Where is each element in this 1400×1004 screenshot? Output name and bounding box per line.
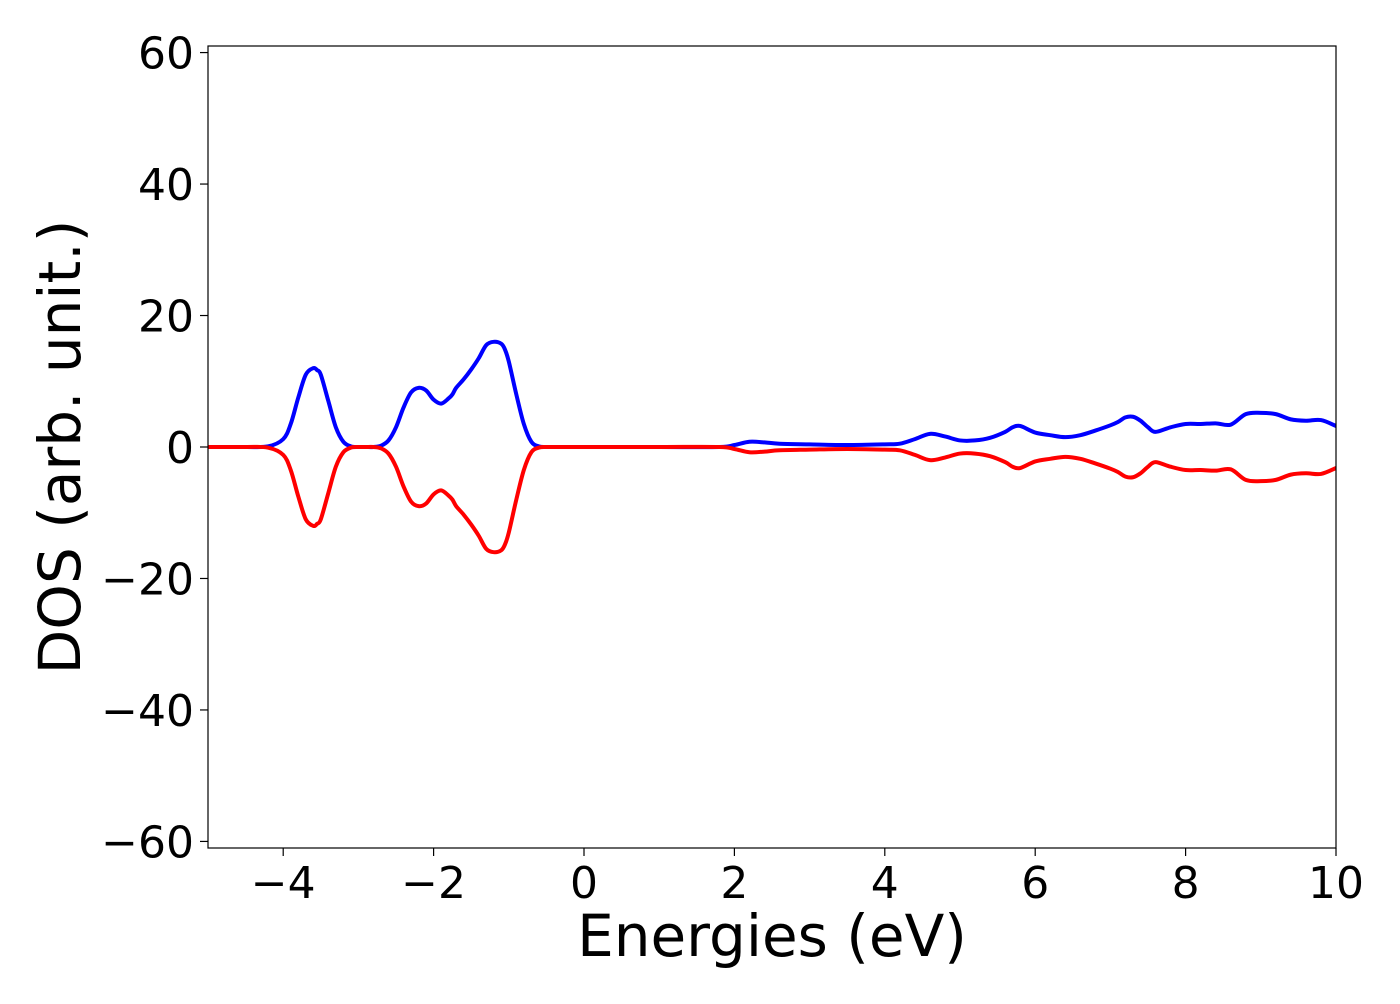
x-tick-label: 8 (1172, 858, 1200, 909)
x-tick-label: 2 (720, 858, 748, 909)
x-tick-label: −2 (401, 858, 466, 909)
y-tick-label: 0 (166, 423, 194, 474)
y-tick-label: 20 (138, 292, 194, 343)
x-axis-label: Energies (eV) (577, 902, 967, 970)
y-tick-label: −40 (101, 686, 194, 737)
x-tick-label: 4 (871, 858, 899, 909)
series-line-spin-down (208, 444, 1336, 555)
y-tick-label: −60 (101, 817, 194, 868)
y-axis: −60 −40 −20 0 20 40 60 (101, 29, 208, 868)
x-axis: −4 −2 0 2 4 6 8 10 (251, 848, 1364, 909)
y-tick-label: 60 (138, 29, 194, 80)
y-tick-label: −20 (101, 554, 194, 605)
y-tick-label: 40 (138, 160, 194, 211)
y-axis-label: DOS (arb. unit.) (26, 220, 94, 675)
series-layer (208, 339, 1336, 555)
x-tick-label: 6 (1021, 858, 1049, 909)
x-tick-label: −4 (251, 858, 316, 909)
series-line-spin-up (208, 339, 1336, 450)
x-tick-label: 0 (570, 858, 598, 909)
x-tick-label: 10 (1308, 858, 1364, 909)
